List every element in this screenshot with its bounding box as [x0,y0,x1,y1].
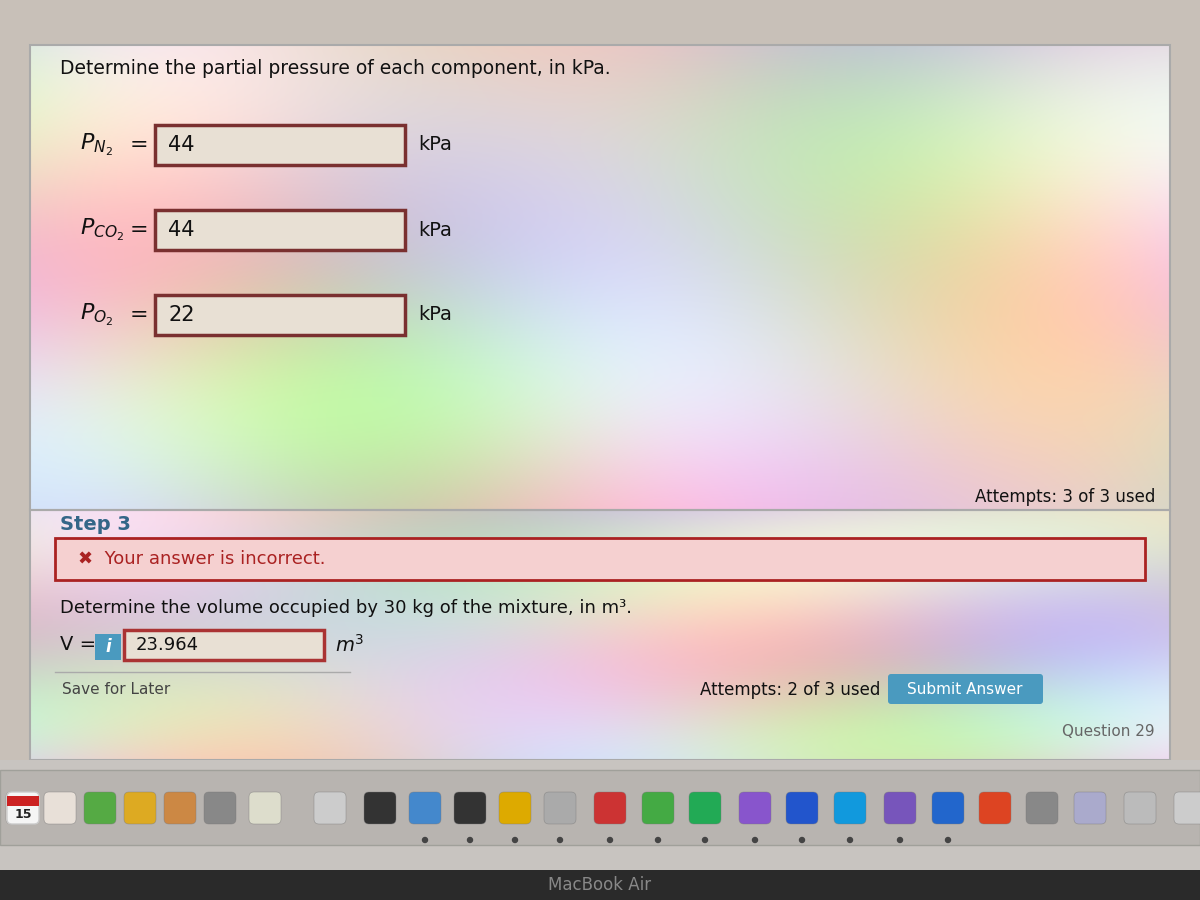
Text: V =: V = [60,635,96,654]
FancyBboxPatch shape [689,792,721,824]
Text: 23.964: 23.964 [136,636,199,654]
Circle shape [946,838,950,842]
FancyBboxPatch shape [499,792,530,824]
Text: kPa: kPa [418,305,452,325]
FancyBboxPatch shape [739,792,772,824]
Text: =: = [130,220,149,240]
Text: MacBook Air: MacBook Air [548,876,652,894]
Text: Step 3: Step 3 [60,516,131,535]
FancyBboxPatch shape [884,792,916,824]
Text: =: = [130,135,149,155]
Text: Attempts: 2 of 3 used: Attempts: 2 of 3 used [700,681,880,699]
FancyBboxPatch shape [155,125,406,165]
Text: kPa: kPa [418,220,452,239]
Circle shape [607,838,612,842]
FancyBboxPatch shape [95,634,121,660]
FancyBboxPatch shape [454,792,486,824]
FancyBboxPatch shape [642,792,674,824]
FancyBboxPatch shape [1026,792,1058,824]
Text: 15: 15 [14,807,31,821]
Text: i: i [106,638,110,656]
FancyBboxPatch shape [594,792,626,824]
Text: 44: 44 [168,220,194,240]
Circle shape [468,838,473,842]
FancyBboxPatch shape [204,792,236,824]
Text: 22: 22 [168,305,194,325]
FancyBboxPatch shape [834,792,866,824]
FancyBboxPatch shape [1174,792,1200,824]
Circle shape [847,838,852,842]
Text: Question 29: Question 29 [1062,724,1154,740]
Circle shape [512,838,517,842]
FancyBboxPatch shape [544,792,576,824]
FancyBboxPatch shape [409,792,442,824]
FancyBboxPatch shape [250,792,281,824]
FancyBboxPatch shape [55,538,1145,580]
FancyBboxPatch shape [164,792,196,824]
Text: $m^3$: $m^3$ [335,634,365,656]
Text: Determine the volume occupied by 30 kg of the mixture, in m³.: Determine the volume occupied by 30 kg o… [60,599,632,617]
Circle shape [655,838,660,842]
Text: =: = [130,305,149,325]
Text: 44: 44 [168,135,194,155]
FancyBboxPatch shape [44,792,76,824]
Circle shape [422,838,427,842]
Circle shape [898,838,902,842]
FancyBboxPatch shape [124,630,324,660]
FancyBboxPatch shape [7,796,38,806]
Text: Submit Answer: Submit Answer [907,681,1022,697]
FancyBboxPatch shape [0,870,1200,900]
FancyBboxPatch shape [786,792,818,824]
Text: Save for Later: Save for Later [62,682,170,698]
FancyBboxPatch shape [932,792,964,824]
Text: Determine the partial pressure of each component, in kPa.: Determine the partial pressure of each c… [60,58,611,77]
FancyBboxPatch shape [0,760,1200,900]
FancyBboxPatch shape [124,792,156,824]
FancyBboxPatch shape [6,792,38,824]
Circle shape [752,838,757,842]
Text: ✖  Your answer is incorrect.: ✖ Your answer is incorrect. [78,550,325,568]
Text: Attempts: 3 of 3 used: Attempts: 3 of 3 used [974,488,1154,506]
Circle shape [702,838,708,842]
Circle shape [558,838,563,842]
FancyBboxPatch shape [1124,792,1156,824]
FancyBboxPatch shape [155,295,406,335]
FancyBboxPatch shape [314,792,346,824]
FancyBboxPatch shape [155,210,406,250]
FancyBboxPatch shape [7,792,38,824]
Text: $P_{O_2}$: $P_{O_2}$ [80,302,114,328]
FancyBboxPatch shape [0,770,1200,845]
FancyBboxPatch shape [979,792,1010,824]
FancyBboxPatch shape [1074,792,1106,824]
Text: kPa: kPa [418,136,452,155]
Text: $P_{N_2}$: $P_{N_2}$ [80,132,113,158]
FancyBboxPatch shape [84,792,116,824]
FancyBboxPatch shape [888,674,1043,704]
Text: $P_{CO_2}$: $P_{CO_2}$ [80,217,125,243]
FancyBboxPatch shape [364,792,396,824]
Circle shape [799,838,804,842]
